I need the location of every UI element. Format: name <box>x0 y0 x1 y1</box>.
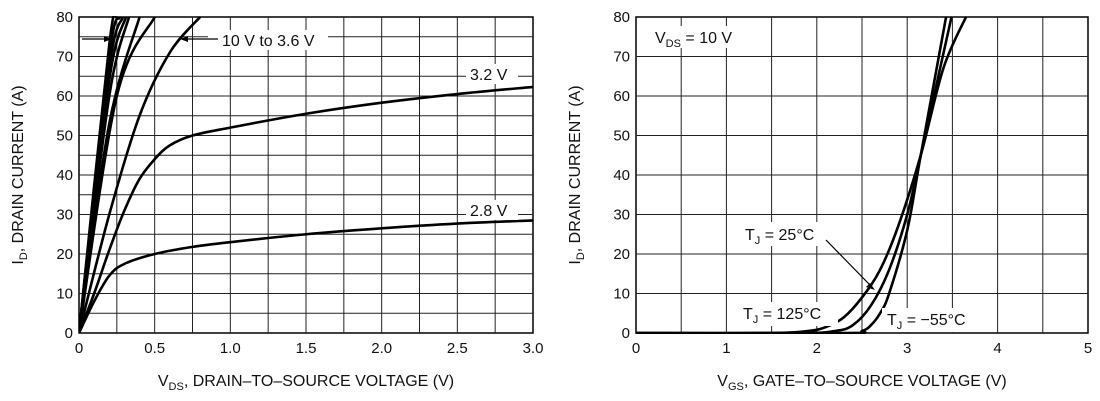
x-tick-label: 5 <box>1084 340 1092 357</box>
y-tick-label: 60 <box>613 88 630 105</box>
y-tick-label: 70 <box>613 49 630 66</box>
x-tick-label: 1 <box>722 340 730 357</box>
y-tick-label: 60 <box>56 88 73 105</box>
series-curve <box>79 219 533 334</box>
annotation-tj-minus55: TJ = −55°C <box>887 312 966 332</box>
annotation-tj-125: TJ = 125°C <box>743 306 821 326</box>
annotation-tj-25: TJ = 25°C <box>745 227 814 247</box>
arrow-head <box>866 283 875 290</box>
x-axis-label: VGS, GATE–TO–SOURCE VOLTAGE (V) <box>717 373 1006 393</box>
annotation-3-2v: 3.2 V <box>470 67 508 84</box>
label-bg <box>882 308 978 332</box>
y-tick-label: 0 <box>65 325 73 342</box>
x-tick-label: 4 <box>993 340 1001 357</box>
x-tick-label: 3.0 <box>523 340 544 357</box>
label-bg <box>738 302 838 326</box>
y-tick-label: 30 <box>56 207 73 224</box>
y-tick-label: 50 <box>613 128 630 145</box>
y-tick-label: 40 <box>56 167 73 184</box>
series-curve <box>636 16 948 334</box>
series-curve <box>79 85 533 334</box>
x-tick-label: 0.5 <box>144 340 165 357</box>
label-bg <box>740 222 832 246</box>
y-tick-label: 40 <box>613 167 630 184</box>
y-axis-label: ID, DRAIN CURRENT (A) <box>567 85 587 264</box>
x-tick-label: 2.0 <box>371 340 392 357</box>
label-bg <box>208 30 328 50</box>
label-bg <box>650 26 748 48</box>
y-tick-label: 80 <box>56 9 73 26</box>
y-tick-label: 20 <box>613 246 630 263</box>
x-axis-label: VDS, DRAIN–TO–SOURCE VOLTAGE (V) <box>158 373 454 393</box>
arrow-line <box>825 239 871 286</box>
y-tick-label: 20 <box>56 246 73 263</box>
y-tick-label: 70 <box>56 49 73 66</box>
y-tick-label: 10 <box>56 286 73 303</box>
series-curve <box>79 16 202 334</box>
label-bg <box>466 64 518 84</box>
annotation-vds: VDS = 10 V <box>655 30 732 50</box>
x-tick-label: 0 <box>632 340 640 357</box>
label-bg <box>466 200 518 220</box>
annotation-2-8v: 2.8 V <box>470 203 508 220</box>
output-characteristics-chart: 0 0.5 1.0 1.5 2.0 2.5 3.0 0 10 20 30 40 50 60 70 80 VDS,… <box>10 9 543 393</box>
x-tick-label: 0 <box>75 340 83 357</box>
y-tick-label: 30 <box>613 207 630 224</box>
arrow-head <box>180 36 188 42</box>
arrow-head <box>104 36 112 42</box>
y-tick-label: 0 <box>622 325 630 342</box>
x-tick-label: 3 <box>903 340 911 357</box>
x-tick-label: 2.5 <box>447 340 468 357</box>
annotation-range-label: 10 V to 3.6 V <box>222 33 315 50</box>
y-tick-label: 50 <box>56 128 73 145</box>
y-axis-label: ID, DRAIN CURRENT (A) <box>10 85 30 264</box>
series-curve <box>79 16 119 334</box>
x-tick-label: 2 <box>813 340 821 357</box>
y-tick-label: 10 <box>613 286 630 303</box>
x-tick-label: 1.0 <box>220 340 241 357</box>
y-tick-label: 80 <box>613 9 630 26</box>
x-tick-label: 1.5 <box>296 340 317 357</box>
